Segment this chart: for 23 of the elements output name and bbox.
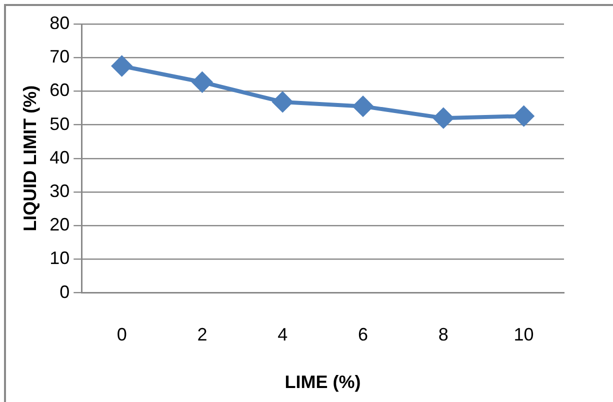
point xyxy=(514,106,534,126)
y-tick-label: 30 xyxy=(50,180,70,201)
point xyxy=(353,96,374,116)
y-tick-label: 80 xyxy=(50,12,70,33)
y-tick-label: 10 xyxy=(50,248,70,268)
y-tick-label: 50 xyxy=(50,114,70,134)
y-tick-label: 40 xyxy=(50,147,70,168)
x-tick-label: 2 xyxy=(197,324,208,345)
point xyxy=(192,72,212,92)
x-tick-label: 10 xyxy=(514,324,534,345)
x-tick-label: 0 xyxy=(116,324,127,345)
point xyxy=(433,108,454,128)
y-tick-label: 20 xyxy=(50,214,70,235)
y-tick-label: 70 xyxy=(50,46,70,67)
x-tick-label: 4 xyxy=(278,324,288,345)
y-tick-label: 0 xyxy=(60,282,70,302)
x-axis-title: LIME (%) xyxy=(284,372,361,392)
x-tick-label: 8 xyxy=(438,324,448,345)
y-axis-title: LIQUID LIMIT (%) xyxy=(20,85,40,232)
x-tick-label: 6 xyxy=(358,324,368,345)
point xyxy=(112,56,132,76)
y-tick-label: 60 xyxy=(50,80,70,100)
point xyxy=(272,92,293,112)
